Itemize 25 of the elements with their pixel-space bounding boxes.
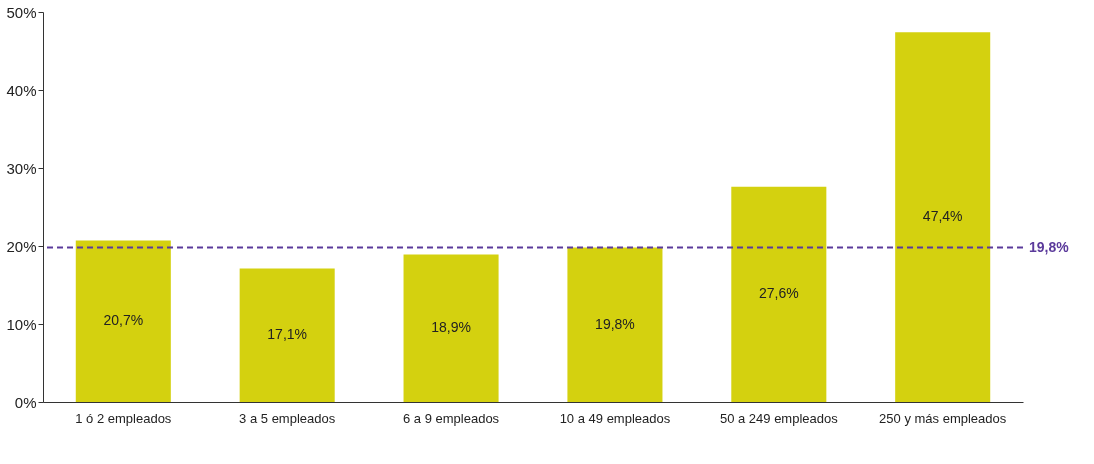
x-tick-label: 6 a 9 empleados xyxy=(403,410,500,426)
bar xyxy=(731,186,827,402)
bar xyxy=(895,32,991,402)
y-tick-label: 30% xyxy=(6,159,37,177)
y-tick-label: 40% xyxy=(6,81,37,99)
y-tick-label: 10% xyxy=(6,315,37,333)
y-tick-label: 50% xyxy=(6,3,37,21)
x-tick-label: 50 a 249 empleados xyxy=(719,410,839,426)
ref-line-label: 19,8% xyxy=(1029,238,1070,255)
bar xyxy=(403,254,499,402)
x-tick-label: 3 a 5 empleados xyxy=(239,410,336,426)
data-label: 18,9% xyxy=(431,319,471,336)
x-tick-label: 1 ó 2 empleados xyxy=(75,410,172,426)
x-tick-label: 250 y más empleados xyxy=(879,410,1007,426)
data-label: 17,1% xyxy=(267,326,308,343)
bar xyxy=(239,268,335,402)
data-label: 19,8% xyxy=(595,315,635,332)
data-label: 27,6% xyxy=(758,285,799,302)
x-tick-label: 10 a 49 empleados xyxy=(559,410,671,426)
y-tick-label: 20% xyxy=(6,237,37,255)
y-tick-label: 0% xyxy=(14,393,37,411)
bar xyxy=(75,240,171,402)
bar xyxy=(567,247,663,402)
data-label: 20,7% xyxy=(103,312,144,329)
data-label: 47,4% xyxy=(922,208,963,225)
